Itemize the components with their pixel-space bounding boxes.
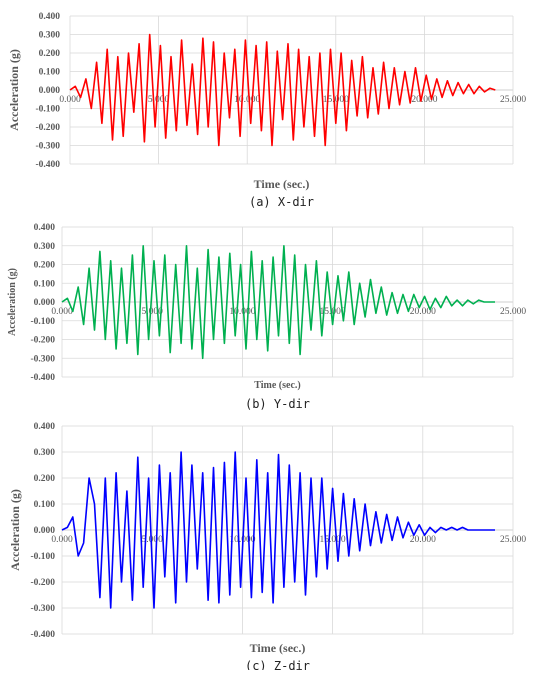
x-tick-label: 20.000 xyxy=(411,95,437,105)
y-tick-label: 0.200 xyxy=(34,261,56,271)
y-tick-label: 0.100 xyxy=(39,68,61,78)
y-tick-label: 0.300 xyxy=(39,31,61,41)
chart-panel-z: 0.400 0.300 0.200 0.100 0.000 -0.100 -0.200 -0.… xyxy=(8,422,526,670)
acceleration-series-line xyxy=(69,33,496,147)
x-tick-label: 0.000 xyxy=(59,95,81,105)
x-axis-label: Time (sec.) xyxy=(254,177,310,191)
y-tick-label: -0.400 xyxy=(35,160,60,170)
x-axis-label: Time (sec.) xyxy=(250,641,306,655)
y-tick-label: 0.000 xyxy=(39,86,61,96)
x-tick-label: 15.000 xyxy=(320,307,346,317)
chart-panel-x: 0.4000.3000.2000.1000.000-0.100-0.200-0.… xyxy=(7,12,526,209)
y-tick-label: -0.100 xyxy=(30,317,55,327)
x-tick-label: 5.000 xyxy=(142,535,164,545)
y-tick-label: 0.000 xyxy=(34,526,56,536)
acceleration-series-line xyxy=(61,451,495,609)
y-tick-label: -0.200 xyxy=(30,336,55,346)
y-tick-label: 0.000 xyxy=(34,298,56,308)
x-tick-label: 10.000 xyxy=(234,95,260,105)
panel-caption: (b) Y-dir xyxy=(245,397,310,411)
y-tick-label: -0.100 xyxy=(35,105,60,115)
y-tick-label: -0.400 xyxy=(30,373,55,383)
y-tick-label: -0.400 xyxy=(30,630,55,640)
x-tick-label: 10.000 xyxy=(229,307,255,317)
x-tick-label: 25.000 xyxy=(500,535,526,545)
x-tick-label: 20.000 xyxy=(410,307,436,317)
x-tick-label: 25.000 xyxy=(500,95,526,105)
y-tick-label: -0.200 xyxy=(30,578,55,588)
y-tick-label: 0.300 xyxy=(34,448,56,458)
x-tick-label: 5.000 xyxy=(142,307,164,317)
y-tick-label: 0.300 xyxy=(34,242,56,252)
chart-panel-y: 0.4000.3000.2000.1000.000-0.100-0.200-0.… xyxy=(7,223,526,411)
y-tick-label: 0.100 xyxy=(34,500,56,510)
y-axis-label: Acceleration (g) xyxy=(7,268,18,336)
y-axis-label: Acceleration (g) xyxy=(8,489,22,571)
x-tick-label: 15.000 xyxy=(323,95,349,105)
panel-caption: (c) Z-dir xyxy=(245,659,310,670)
x-tick-label: 5.000 xyxy=(148,95,170,105)
y-tick-label: 0.400 xyxy=(34,223,56,233)
y-tick-label: 0.100 xyxy=(34,279,56,289)
y-axis-label: Acceleration (g) xyxy=(7,49,21,131)
y-tick-label: 0.400 xyxy=(34,422,56,432)
x-tick-label: 15.000 xyxy=(320,535,346,545)
y-tick-label: 0.200 xyxy=(34,474,56,484)
y-tick-label: 0.400 xyxy=(39,12,61,22)
y-tick-label: -0.300 xyxy=(30,354,55,364)
y-tick-label: -0.200 xyxy=(35,123,60,133)
x-tick-label: 20.000 xyxy=(410,535,436,545)
y-tick-label: -0.300 xyxy=(35,142,60,152)
panel-caption: (a) X-dir xyxy=(249,195,314,209)
y-tick-label: 0.200 xyxy=(39,49,61,59)
y-tick-label: -0.100 xyxy=(30,552,55,562)
x-tick-label: 0.000 xyxy=(51,535,73,545)
x-axis-label: Time (sec.) xyxy=(254,380,300,391)
x-tick-label: 0.000 xyxy=(51,307,73,317)
x-tick-label: 25.000 xyxy=(500,307,526,317)
acceleration-series-line xyxy=(61,244,495,360)
y-tick-label: -0.300 xyxy=(30,604,55,614)
